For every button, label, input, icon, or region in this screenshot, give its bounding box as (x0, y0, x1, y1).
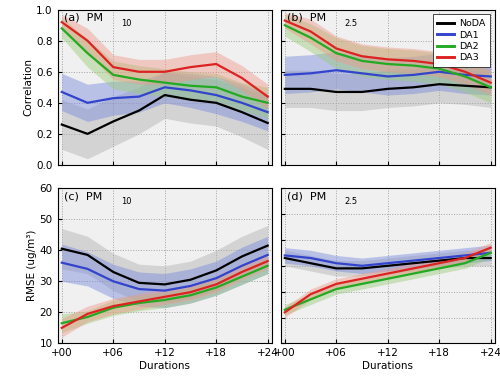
X-axis label: Durations: Durations (362, 361, 414, 371)
Text: (c)  PM: (c) PM (64, 191, 102, 201)
Legend: NoDA, DA1, DA2, DA3: NoDA, DA1, DA2, DA3 (432, 14, 490, 67)
Text: 2.5: 2.5 (344, 197, 357, 206)
Text: (b)  PM: (b) PM (287, 13, 326, 23)
X-axis label: Durations: Durations (139, 361, 190, 371)
Y-axis label: Correlation: Correlation (24, 58, 34, 116)
Text: 10: 10 (121, 197, 132, 206)
Y-axis label: RMSE (ug/m³): RMSE (ug/m³) (26, 230, 36, 301)
Text: (d)  PM: (d) PM (287, 191, 326, 201)
Text: 2.5: 2.5 (344, 19, 357, 28)
Text: (a)  PM: (a) PM (64, 13, 103, 23)
Text: 10: 10 (121, 19, 132, 28)
